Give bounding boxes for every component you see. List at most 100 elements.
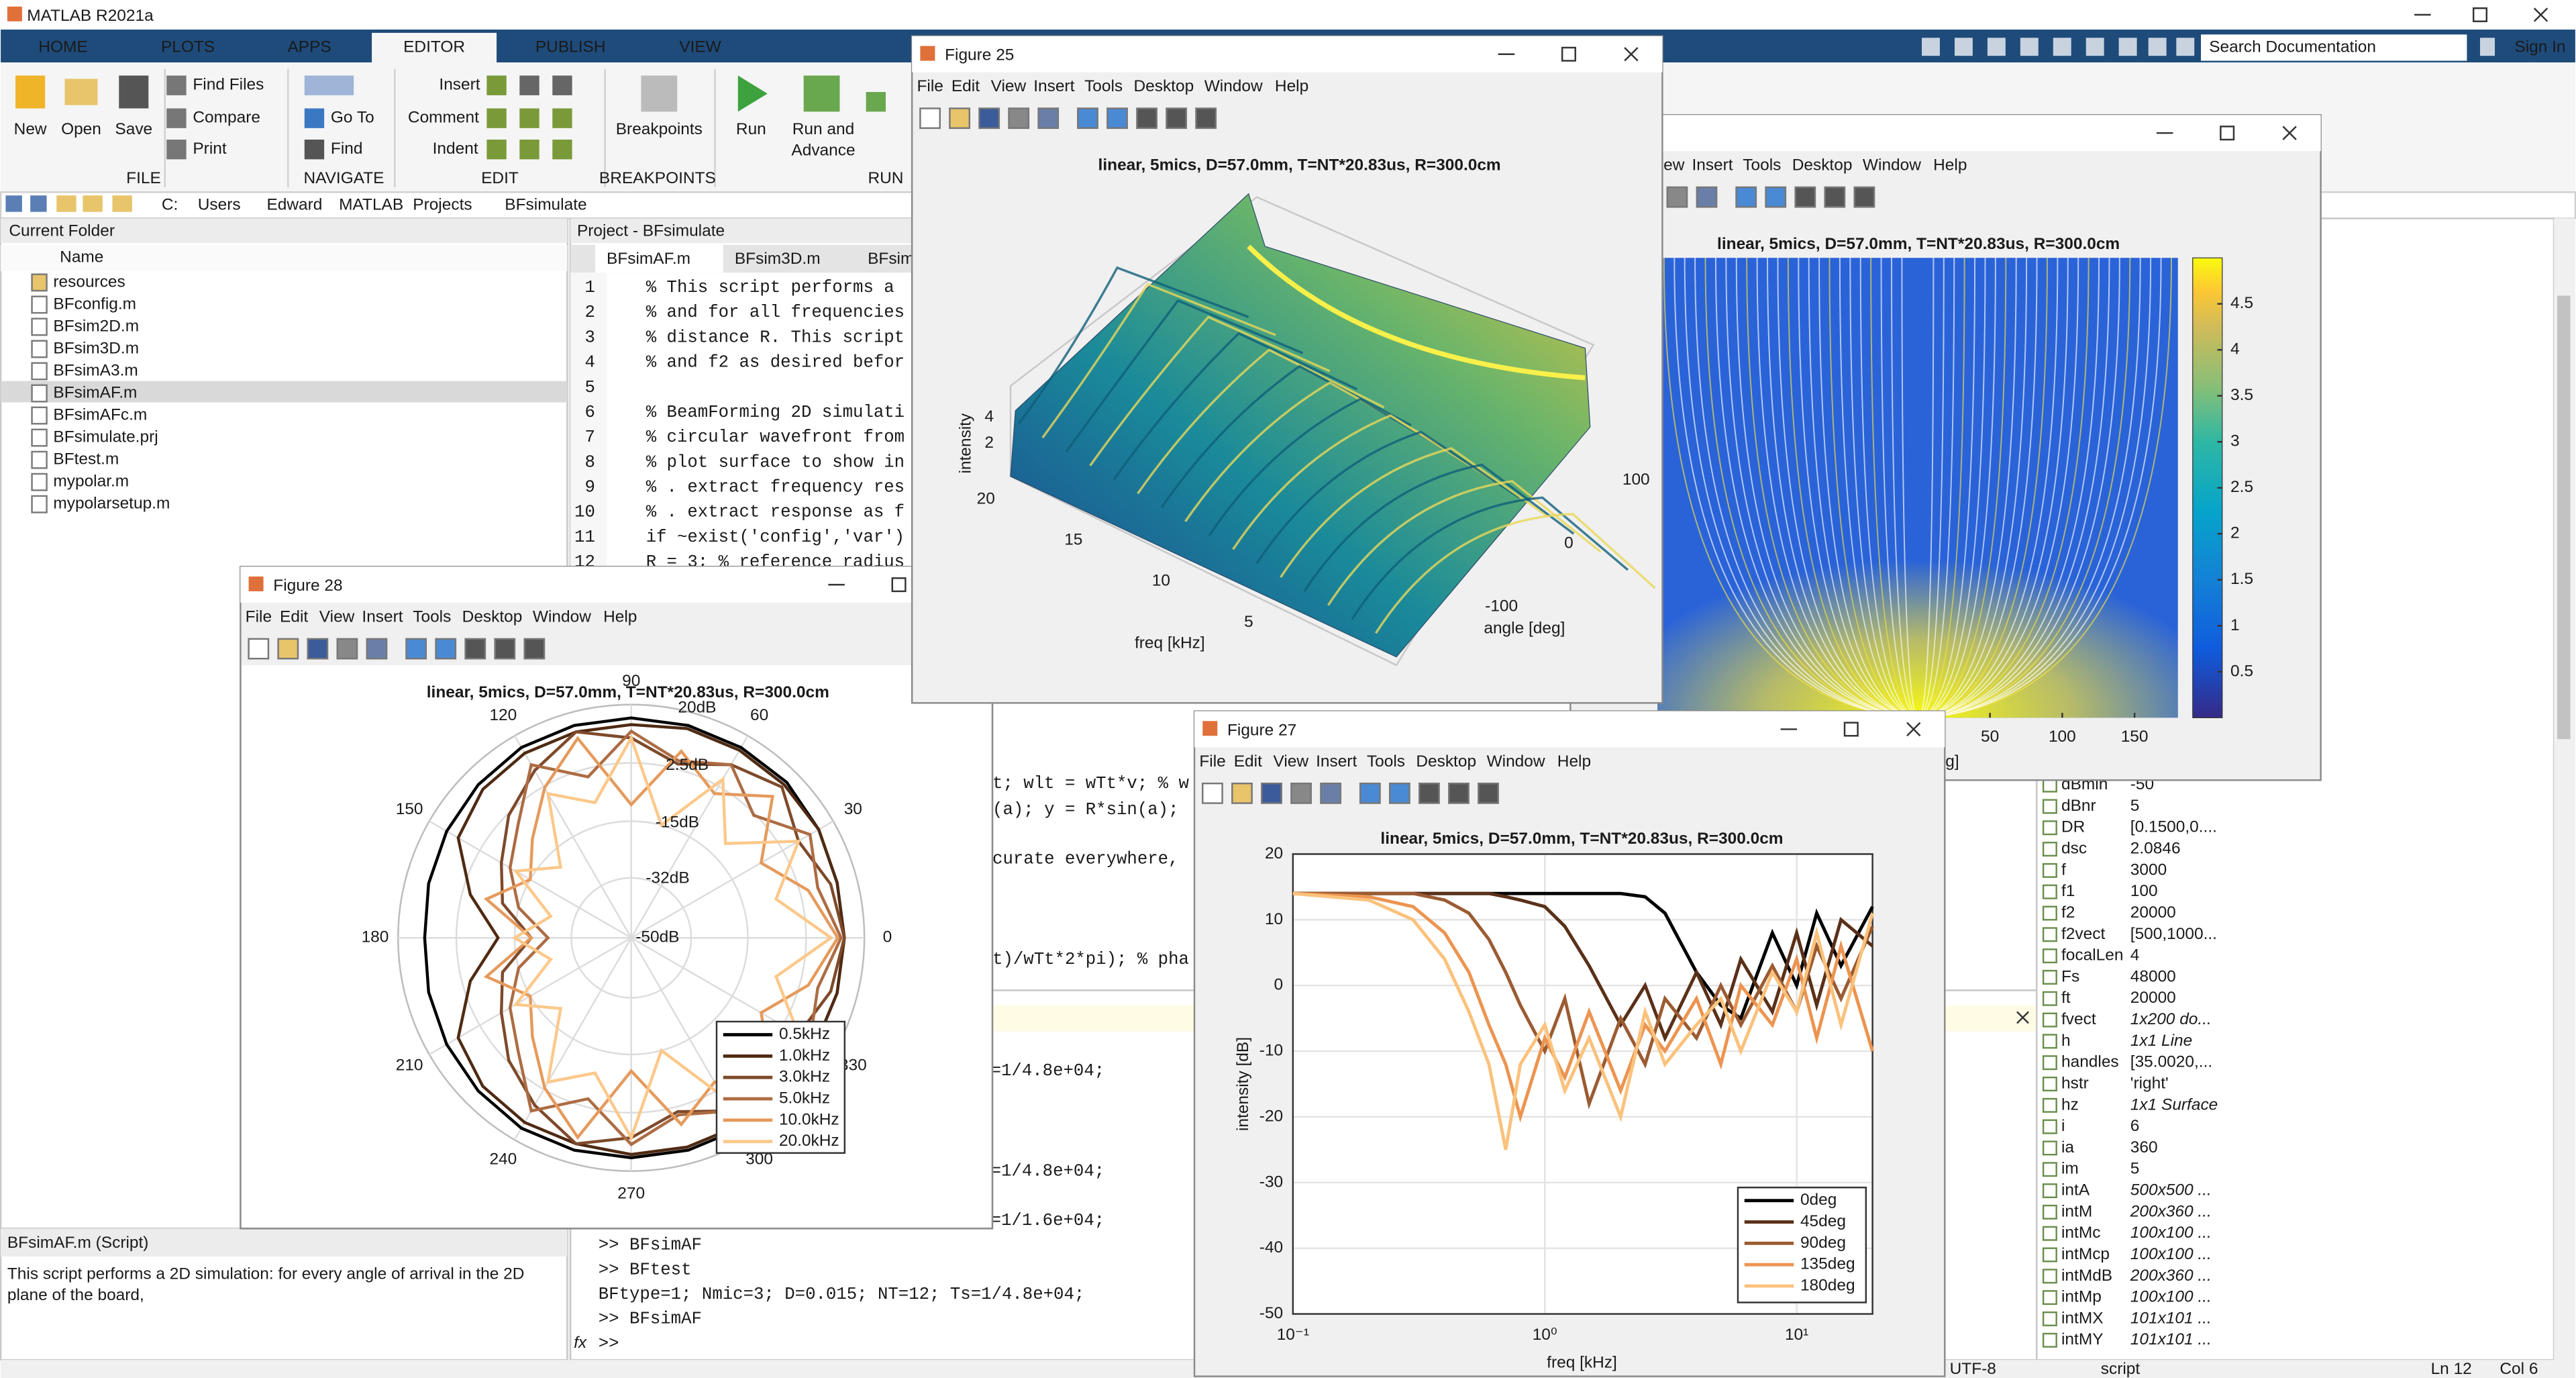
- file-item[interactable]: BFconfig.m: [53, 295, 136, 313]
- toolbar-icon[interactable]: [366, 638, 388, 660]
- toolbar-icon[interactable]: [523, 638, 546, 660]
- variable-name[interactable]: intM: [2061, 1202, 2092, 1220]
- path-segment[interactable]: MATLAB: [339, 195, 403, 213]
- menu-item[interactable]: Help: [1275, 77, 1308, 95]
- toolbar-icon[interactable]: [978, 107, 1000, 130]
- toolbar-icon[interactable]: [1419, 782, 1440, 804]
- menu-item[interactable]: Desktop: [1133, 77, 1194, 95]
- menu-item[interactable]: Tools: [1084, 77, 1123, 95]
- toolstrip-button[interactable]: Compare: [193, 109, 260, 127]
- search-placeholder[interactable]: Search Documentation: [2209, 38, 2376, 56]
- toolbar-icon[interactable]: [1824, 186, 1846, 208]
- menu-item[interactable]: Edit: [951, 77, 980, 95]
- close-button[interactable]: [2282, 126, 2297, 140]
- toolstrip-button[interactable]: Save: [115, 120, 152, 138]
- toolbar-icon[interactable]: [949, 107, 971, 130]
- toolbar-icon[interactable]: [405, 638, 427, 660]
- close-button[interactable]: [1624, 47, 1639, 62]
- toolstrip-button[interactable]: Open: [61, 120, 101, 138]
- variable-name[interactable]: h: [2061, 1032, 2071, 1050]
- menu-item[interactable]: Help: [1933, 156, 1967, 175]
- toolstrip-button[interactable]: Find Files: [193, 76, 264, 94]
- toolstrip-button[interactable]: Indent: [433, 140, 478, 158]
- toolstrip-button[interactable]: Breakpoints: [616, 120, 703, 138]
- ribbon-tab[interactable]: VIEW: [679, 38, 721, 56]
- menu-item[interactable]: Window: [1204, 77, 1263, 95]
- variable-name[interactable]: intMY: [2061, 1330, 2104, 1348]
- variable-name[interactable]: ia: [2061, 1138, 2074, 1156]
- toolbar-icon[interactable]: [336, 638, 358, 660]
- file-item[interactable]: BFsimA3.m: [53, 361, 138, 379]
- ribbon-tab[interactable]: PUBLISH: [535, 38, 606, 56]
- toolstrip-button[interactable]: Go To: [331, 109, 374, 127]
- toolbar-icon[interactable]: [1166, 107, 1188, 130]
- file-item[interactable]: BFsimulate.prj: [53, 428, 158, 446]
- file-item[interactable]: mypolar.m: [53, 473, 129, 491]
- toolbar-icon[interactable]: [1231, 782, 1253, 804]
- toolbar-icon[interactable]: [1448, 782, 1470, 804]
- toolbar-icon[interactable]: [1765, 186, 1787, 208]
- menu-item[interactable]: File: [246, 608, 272, 626]
- variable-name[interactable]: focalLen: [2061, 946, 2123, 965]
- path-segment[interactable]: C:: [162, 195, 178, 213]
- toolbar-icon[interactable]: [1195, 107, 1217, 130]
- menu-item[interactable]: Window: [1863, 156, 1921, 175]
- toolbar-icon[interactable]: [919, 107, 941, 130]
- fx-icon[interactable]: fx: [574, 1334, 587, 1352]
- menu-item[interactable]: View: [319, 608, 355, 626]
- variable-name[interactable]: f: [2061, 860, 2066, 879]
- variable-name[interactable]: ft: [2061, 989, 2071, 1007]
- ribbon-tab[interactable]: HOME: [38, 38, 87, 56]
- toolbar-icon[interactable]: [1202, 782, 1223, 804]
- menu-item[interactable]: Edit: [280, 608, 308, 626]
- file-item[interactable]: mypolarsetup.m: [53, 495, 170, 513]
- sign-in[interactable]: Sign In: [2514, 38, 2565, 56]
- toolbar-icon[interactable]: [1696, 186, 1718, 208]
- path-segment[interactable]: Edward: [266, 195, 322, 213]
- toolbar-icon[interactable]: [307, 638, 329, 660]
- toolbar-icon[interactable]: [435, 638, 457, 660]
- ribbon-tab[interactable]: EDITOR: [403, 38, 465, 56]
- toolbar-icon[interactable]: [1290, 782, 1312, 804]
- toolbar-icon[interactable]: [1261, 782, 1282, 804]
- menu-item[interactable]: Desktop: [1792, 156, 1853, 175]
- toolbar-icon[interactable]: [1794, 186, 1816, 208]
- variable-name[interactable]: intMc: [2061, 1224, 2100, 1242]
- path-segment[interactable]: BFsimulate: [505, 195, 586, 213]
- file-item[interactable]: resources: [53, 273, 125, 291]
- close-notice[interactable]: [2016, 1011, 2029, 1024]
- file-item[interactable]: BFsim3D.m: [53, 339, 139, 357]
- menu-item[interactable]: Help: [603, 608, 637, 626]
- toolstrip-button[interactable]: Run and: [792, 120, 854, 138]
- menu-item[interactable]: Desktop: [462, 608, 523, 626]
- menu-item[interactable]: Tools: [413, 608, 451, 626]
- toolbar-icon[interactable]: [248, 638, 270, 660]
- ribbon-tab[interactable]: APPS: [287, 38, 331, 56]
- variable-name[interactable]: DR: [2061, 818, 2085, 836]
- variable-name[interactable]: hz: [2061, 1095, 2079, 1114]
- toolbar-icon[interactable]: [1320, 782, 1342, 804]
- menu-item[interactable]: Window: [1487, 752, 1545, 771]
- variable-name[interactable]: dsc: [2061, 840, 2087, 858]
- window-controls[interactable]: [2414, 7, 2548, 23]
- toolbar-icon[interactable]: [1735, 186, 1757, 208]
- variable-name[interactable]: i: [2061, 1117, 2065, 1135]
- menu-item[interactable]: Edit: [1234, 752, 1262, 771]
- variable-name[interactable]: hstr: [2061, 1074, 2089, 1092]
- file-item[interactable]: BFtest.m: [53, 450, 119, 469]
- menu-item[interactable]: Tools: [1743, 156, 1781, 175]
- menu-item[interactable]: Help: [1557, 752, 1591, 771]
- variable-name[interactable]: fvect: [2061, 1010, 2096, 1028]
- editor-tab[interactable]: BFsim3D.m: [735, 250, 821, 268]
- toolstrip-button[interactable]: Find: [331, 140, 363, 158]
- quick-access-icons[interactable]: [1922, 38, 2495, 56]
- variable-name[interactable]: dBnr: [2061, 797, 2096, 815]
- menu-item[interactable]: File: [917, 77, 943, 95]
- editor-tab[interactable]: BFsim: [868, 250, 914, 268]
- maximize-button[interactable]: [1561, 46, 1576, 62]
- menu-item[interactable]: Tools: [1367, 752, 1405, 771]
- toolstrip-button[interactable]: New: [14, 120, 47, 138]
- toolbar-icon[interactable]: [1106, 107, 1128, 130]
- ribbon-tab[interactable]: PLOTS: [161, 38, 215, 56]
- search-box[interactable]: [2201, 34, 2467, 61]
